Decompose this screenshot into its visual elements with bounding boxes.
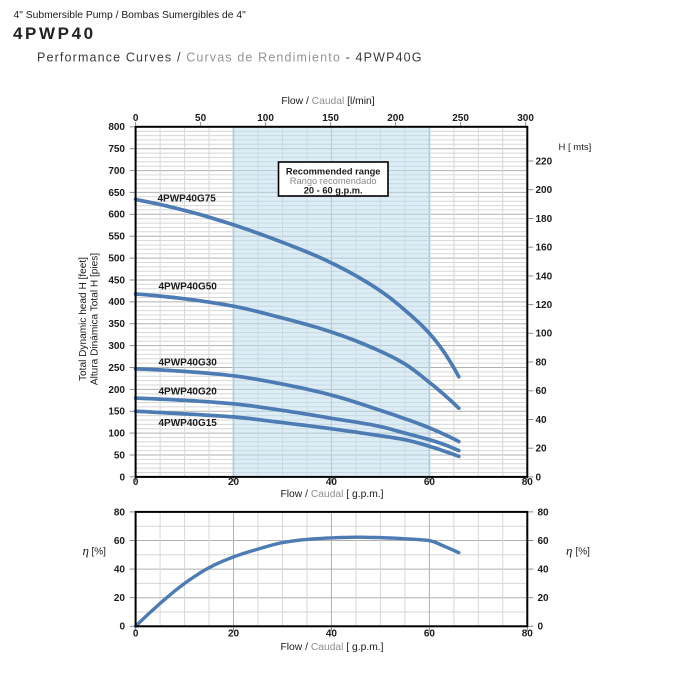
svg-text:160: 160 [536, 243, 553, 254]
svg-text:Flow / Caudal [ g.p.m.]: Flow / Caudal [ g.p.m.] [280, 642, 383, 653]
svg-text:20: 20 [536, 444, 548, 455]
svg-text:η: η [83, 543, 89, 558]
svg-text:0: 0 [133, 628, 139, 639]
svg-text:200: 200 [536, 185, 553, 196]
svg-text:60: 60 [424, 628, 436, 639]
svg-text:Flow / Caudal [ g.p.m.]: Flow / Caudal [ g.p.m.] [280, 489, 383, 500]
svg-text:50: 50 [114, 450, 126, 461]
svg-text:0: 0 [133, 477, 139, 488]
svg-text:Total Dynamic head H [feet]: Total Dynamic head H [feet] [78, 257, 89, 381]
svg-text:100: 100 [536, 329, 553, 340]
svg-text:600: 600 [108, 210, 125, 221]
svg-text:40: 40 [536, 415, 548, 426]
svg-text:4" Submersible Pump / Bombas S: 4" Submersible Pump / Bombas Sumergibles… [14, 10, 247, 21]
svg-text:[%]: [%] [92, 547, 107, 558]
svg-text:350: 350 [108, 319, 125, 330]
svg-text:40: 40 [326, 628, 338, 639]
svg-text:400: 400 [108, 297, 125, 308]
svg-text:20 - 60 g.p.m.: 20 - 60 g.p.m. [304, 185, 363, 195]
svg-text:100: 100 [108, 429, 125, 440]
svg-text:150: 150 [322, 113, 339, 124]
svg-text:80: 80 [538, 507, 550, 518]
svg-text:H [ mts]: H [ mts] [559, 142, 592, 153]
svg-text:Rango recomendado: Rango recomendado [290, 176, 377, 186]
svg-text:4PWP40G15: 4PWP40G15 [159, 418, 218, 429]
svg-text:40: 40 [538, 565, 550, 576]
svg-text:4PWP40G20: 4PWP40G20 [159, 386, 218, 397]
svg-text:4PWP40G75: 4PWP40G75 [158, 193, 217, 204]
svg-text:80: 80 [522, 477, 534, 488]
svg-text:140: 140 [536, 271, 553, 282]
svg-text:220: 220 [536, 156, 553, 167]
svg-text:4PWP40: 4PWP40 [13, 24, 96, 43]
svg-text:0: 0 [119, 472, 125, 483]
svg-text:0: 0 [536, 472, 542, 483]
svg-text:40: 40 [114, 565, 126, 576]
svg-text:300: 300 [108, 341, 125, 352]
svg-text:0: 0 [119, 622, 125, 633]
svg-text:700: 700 [108, 166, 125, 177]
svg-text:Flow / Caudal [l/min]: Flow / Caudal [l/min] [281, 96, 374, 107]
svg-text:650: 650 [108, 188, 125, 199]
svg-text:0: 0 [538, 622, 544, 633]
svg-text:Recommended range: Recommended range [286, 167, 381, 177]
svg-text:60: 60 [114, 536, 126, 547]
svg-text:20: 20 [228, 477, 240, 488]
svg-text:20: 20 [228, 628, 240, 639]
svg-text:120: 120 [536, 300, 553, 311]
svg-text:250: 250 [108, 363, 125, 374]
svg-text:180: 180 [536, 214, 553, 225]
svg-text:100: 100 [257, 113, 274, 124]
svg-text:550: 550 [108, 232, 125, 243]
svg-text:60: 60 [424, 477, 436, 488]
svg-text:Performance Curves / Curvas de: Performance Curves / Curvas de Rendimien… [37, 50, 423, 64]
svg-text:500: 500 [108, 254, 125, 265]
svg-text:800: 800 [108, 122, 125, 133]
svg-text:80: 80 [114, 507, 126, 518]
svg-text:200: 200 [387, 113, 404, 124]
svg-text:60: 60 [536, 386, 548, 397]
svg-text:[%]: [%] [576, 547, 591, 558]
svg-text:80: 80 [536, 357, 548, 368]
svg-text:20: 20 [538, 593, 550, 604]
svg-text:20: 20 [114, 593, 126, 604]
svg-text:300: 300 [517, 113, 534, 124]
svg-text:4PWP40G30: 4PWP40G30 [159, 358, 218, 369]
svg-text:η: η [566, 543, 572, 558]
svg-text:4PWP40G50: 4PWP40G50 [159, 281, 218, 292]
svg-text:80: 80 [522, 628, 534, 639]
svg-text:150: 150 [108, 407, 125, 418]
svg-text:200: 200 [108, 385, 125, 396]
svg-text:60: 60 [538, 536, 550, 547]
svg-text:40: 40 [326, 477, 338, 488]
svg-text:450: 450 [108, 275, 125, 286]
svg-text:750: 750 [108, 144, 125, 155]
svg-text:0: 0 [133, 113, 139, 124]
svg-text:Altura Dinámica Total H [pies]: Altura Dinámica Total H [pies] [90, 253, 101, 385]
svg-text:50: 50 [195, 113, 207, 124]
svg-text:250: 250 [452, 113, 469, 124]
